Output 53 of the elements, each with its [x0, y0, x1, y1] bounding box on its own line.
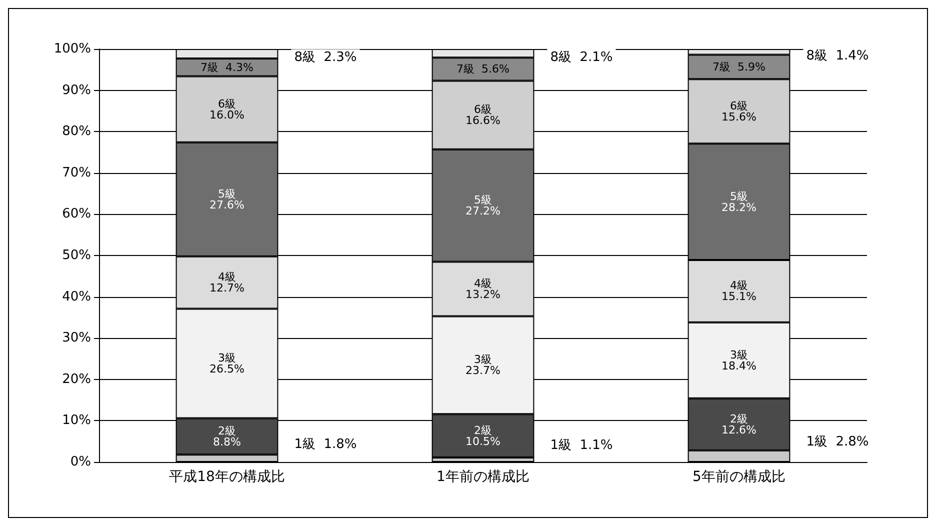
y-tick-label: 0% — [70, 454, 91, 470]
y-tick-label: 40% — [62, 289, 91, 304]
text: 3級 — [474, 353, 492, 366]
data-label: 10.5% — [466, 434, 500, 448]
x-tick-label: 5年前の構成比 — [692, 469, 786, 485]
data-label: 26.5% — [210, 362, 244, 376]
y-tick-label: 10% — [62, 413, 91, 428]
text: 6級 — [218, 97, 236, 110]
y-tick-label: 80% — [62, 124, 91, 140]
text: 8級 2.3% — [294, 50, 357, 66]
text: 2級 — [730, 412, 748, 426]
text: 5級 — [730, 190, 748, 203]
series-label: 6級 — [730, 99, 748, 112]
text: 1級 1.8% — [294, 436, 357, 452]
y-tick-label: 20% — [62, 372, 91, 387]
data-label: 27.2% — [466, 204, 500, 218]
text: 7級 5.6% — [456, 62, 510, 76]
y-tick-label: 60% — [62, 206, 91, 222]
text: 7級 4.3% — [200, 60, 254, 74]
y-tick-label: 90% — [62, 82, 91, 98]
text: 8級 2.1% — [550, 50, 613, 65]
text: 8級 1.4% — [806, 48, 869, 64]
data-label: 23.7% — [466, 364, 500, 378]
data-label: 27.6% — [210, 198, 244, 212]
data-label: 13.2% — [466, 288, 500, 301]
text: 5級 — [474, 194, 492, 207]
y-tick-label: 50% — [62, 248, 91, 263]
data-label: 15.1% — [722, 290, 756, 304]
data-label: 12.6% — [722, 423, 756, 436]
data-label: 16.0% — [210, 108, 244, 122]
series-label: 2級 — [218, 424, 236, 438]
series-label: 4級 — [218, 270, 236, 284]
series-label: 3級 — [730, 348, 748, 362]
text: 1級 1.1% — [550, 438, 613, 454]
data-label: 16.6% — [466, 114, 500, 128]
data-label: 8.8% — [213, 435, 241, 448]
series-label: 5級 — [218, 187, 236, 200]
x-tick-label: 1年前の構成比 — [436, 469, 530, 485]
text: 6級 — [474, 103, 492, 116]
text: 2級 — [474, 424, 492, 437]
y-tick-label: 70% — [62, 165, 91, 180]
data-label: 18.4% — [722, 359, 756, 372]
text: 7級 5.9% — [712, 60, 766, 74]
text: 4級 — [730, 279, 748, 292]
y-tick-label: 100% — [54, 42, 91, 56]
text: 4級 — [474, 276, 492, 290]
data-label: 15.6% — [722, 110, 756, 124]
data-label: 12.7% — [210, 282, 244, 295]
text: 3級 — [218, 352, 236, 364]
y-tick-label: 30% — [62, 330, 91, 346]
text: 1級 2.8% — [806, 434, 869, 450]
data-label: 28.2% — [722, 200, 756, 214]
x-tick-label: 平成18年の構成比 — [169, 469, 285, 485]
